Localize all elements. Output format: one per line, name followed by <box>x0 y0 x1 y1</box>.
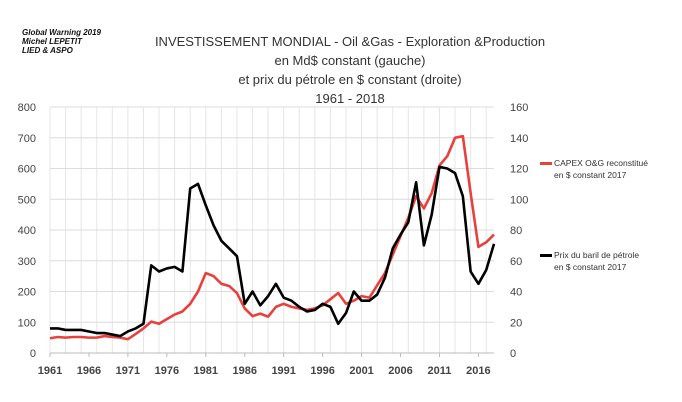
x-tick-label: 1991 <box>271 365 295 377</box>
x-tick-label: 1986 <box>232 365 256 377</box>
y-tick-label-left: 400 <box>18 225 36 237</box>
title-line: et prix du pétrole en $ constant (droite… <box>238 72 462 87</box>
y-tick-label-right: 80 <box>510 225 522 237</box>
y-tick-label-right: 160 <box>510 102 528 114</box>
legend-label: en $ constant 2017 <box>554 170 627 180</box>
legend-item-capex: CAPEX O&G reconstitué en $ constant 2017 <box>540 157 648 181</box>
y-tick-label-right: 120 <box>510 164 528 176</box>
legend-swatch <box>540 162 552 165</box>
y-tick-label-left: 300 <box>18 256 36 268</box>
y-tick-label-left: 100 <box>18 317 36 329</box>
y-tick-label-left: 0 <box>30 348 36 360</box>
y-tick-label-left: 600 <box>18 164 36 176</box>
x-tick-label: 2011 <box>428 365 452 377</box>
y-tick-label-left: 200 <box>18 287 36 299</box>
y-tick-label-right: 40 <box>510 287 522 299</box>
legend-swatch <box>540 254 552 257</box>
x-tick-label: 1981 <box>194 365 218 377</box>
x-tick-label: 1996 <box>310 365 334 377</box>
y-tick-label-right: 100 <box>510 194 528 206</box>
x-tick-label: 1961 <box>38 365 62 377</box>
legend-label: CAPEX O&G reconstitué <box>554 158 649 168</box>
y-tick-label-left: 800 <box>18 102 36 114</box>
series-line-capex <box>49 134 495 341</box>
title-line: INVESTISSEMENT MONDIAL - Oil &Gas - Expl… <box>154 34 546 49</box>
legend-label: en $ constant 2017 <box>554 262 627 272</box>
x-tick-label: 1976 <box>155 365 179 377</box>
series-line-oil-price <box>50 165 496 338</box>
y-tick-label-right: 20 <box>510 317 522 329</box>
x-tick-label: 2001 <box>349 365 373 377</box>
x-tick-label: 2006 <box>388 365 412 377</box>
y-tick-label-left: 500 <box>18 194 36 206</box>
title-line: 1961 - 2018 <box>315 91 385 106</box>
credit-line: Michel LEPETIT <box>22 37 83 46</box>
chart-title: INVESTISSEMENT MONDIAL - Oil &Gas - Expl… <box>150 32 550 108</box>
y-tick-label-right: 140 <box>510 133 528 145</box>
credit: Global Warning 2019 Michel LEPETIT LIED … <box>22 28 101 55</box>
legend-label: Prix du baril de pétrole <box>554 250 640 260</box>
y-tick-label-right: 60 <box>510 256 522 268</box>
credit-line: Global Warning 2019 <box>22 28 101 37</box>
title-line: en Md$ constant (gauche) <box>274 53 426 68</box>
credit-line: LIED & ASPO <box>22 46 73 55</box>
y-tick-label-right: 0 <box>510 348 516 360</box>
x-tick-label: 1966 <box>77 365 101 377</box>
x-tick-label: 2016 <box>466 365 490 377</box>
y-tick-label-left: 700 <box>18 133 36 145</box>
legend-item-price: Prix du baril de pétrole en $ constant 2… <box>540 249 639 273</box>
x-tick-label: 1971 <box>116 365 140 377</box>
